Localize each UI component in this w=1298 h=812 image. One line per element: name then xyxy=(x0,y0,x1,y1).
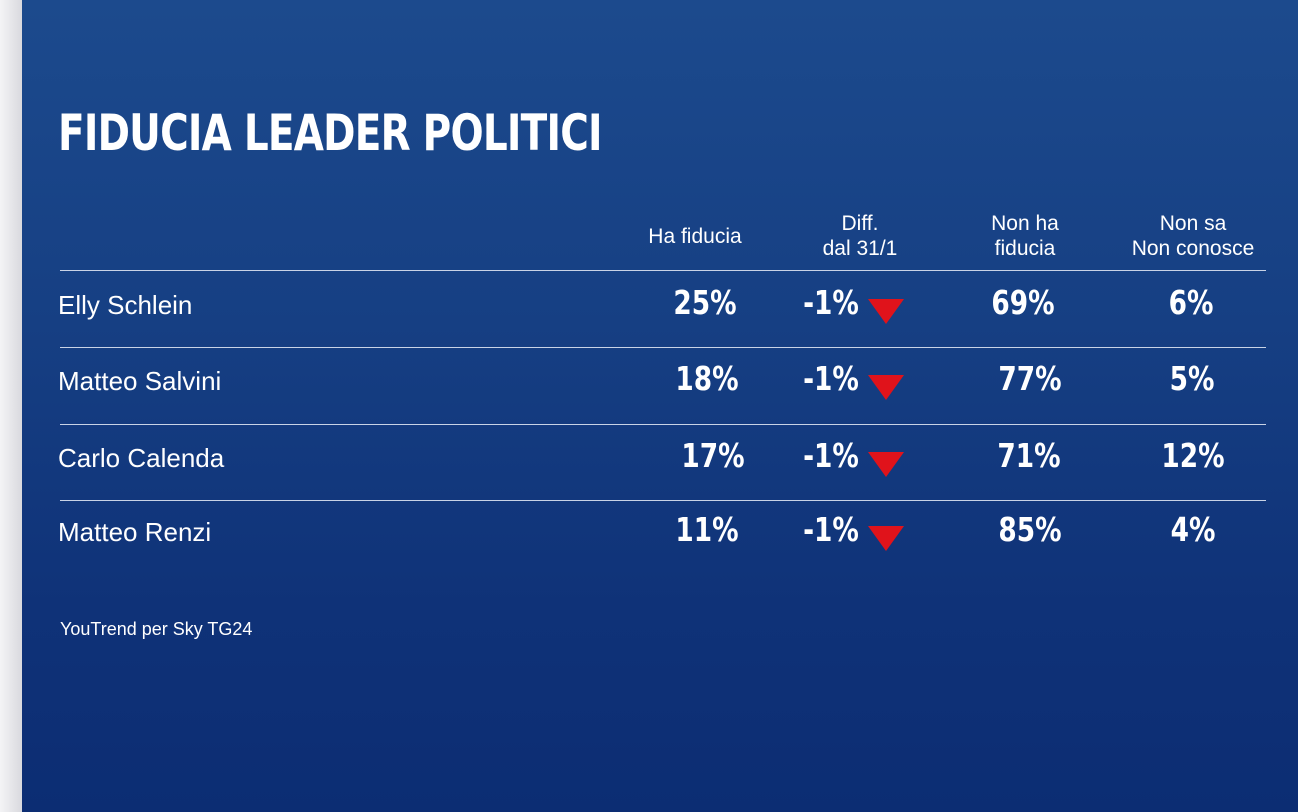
column-header-ha-fiducia: Ha fiducia xyxy=(648,225,742,248)
value-ha-fiducia: 18% xyxy=(675,359,739,398)
value-non-sa: 12% xyxy=(1161,436,1225,475)
column-header-diff: Diff. dal 31/1 xyxy=(822,212,898,260)
value-diff: -1% xyxy=(803,510,859,549)
row-divider xyxy=(60,424,1266,425)
value-diff: -1% xyxy=(803,359,859,398)
row-divider xyxy=(60,500,1266,501)
row-leader-name: Carlo Calenda xyxy=(58,443,225,473)
column-header-non-ha-fiducia: Non ha fiducia xyxy=(991,212,1059,260)
value-non-sa: 6% xyxy=(1168,283,1214,322)
source-note: YouTrend per Sky TG24 xyxy=(60,619,253,639)
value-ha-fiducia: 25% xyxy=(673,283,737,322)
row-divider xyxy=(60,347,1266,348)
chart-panel xyxy=(22,0,1298,812)
value-non-ha-fiducia: 85% xyxy=(998,510,1062,549)
value-non-sa: 5% xyxy=(1169,359,1215,398)
value-ha-fiducia: 11% xyxy=(675,510,739,549)
value-diff: -1% xyxy=(803,283,859,322)
value-ha-fiducia: 17% xyxy=(681,436,745,475)
row-divider xyxy=(60,270,1266,271)
column-header-non-sa: Non sa Non conosce xyxy=(1131,212,1255,260)
row-leader-name: Elly Schlein xyxy=(58,290,193,320)
row-leader-name: Matteo Renzi xyxy=(58,517,212,547)
left-edge-strip xyxy=(0,0,22,812)
chart-title: FIDUCIA LEADER POLITICI xyxy=(58,104,603,162)
value-non-ha-fiducia: 77% xyxy=(998,359,1062,398)
down-arrow-icon xyxy=(868,526,904,551)
down-arrow-icon xyxy=(868,299,904,324)
down-arrow-icon xyxy=(868,452,904,477)
value-non-ha-fiducia: 71% xyxy=(997,436,1061,475)
value-diff: -1% xyxy=(803,436,859,475)
value-non-sa: 4% xyxy=(1170,510,1216,549)
value-non-ha-fiducia: 69% xyxy=(991,283,1055,322)
down-arrow-icon xyxy=(868,375,904,400)
row-leader-name: Matteo Salvini xyxy=(58,366,222,396)
